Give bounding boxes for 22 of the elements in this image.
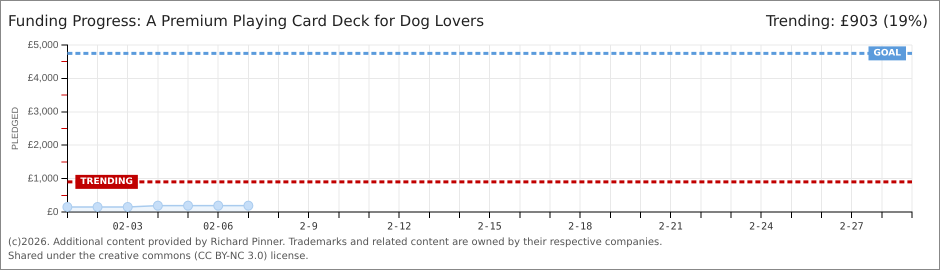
x-tick-label: 2-9 xyxy=(300,222,318,233)
ref-line-label: TRENDING xyxy=(80,177,133,188)
x-tick-label: 2-27 xyxy=(840,222,864,233)
y-tick-label: £3,000 xyxy=(28,106,59,118)
x-tick-label: 2-15 xyxy=(478,222,502,233)
text: (c)2026. Additional content provided by Richard Pinner. Trademarks and related content are owned by their respective companies. xyxy=(8,236,662,250)
x-tick-label: 2-24 xyxy=(749,222,774,233)
y-tick-label: £0 xyxy=(47,206,59,218)
chart-title: Funding Progress: A Premium Playing Card Deck for Dog Lovers xyxy=(8,12,484,30)
y-tick-label: £4,000 xyxy=(28,73,59,84)
x-tick-label: 02-03 xyxy=(112,222,143,233)
x-tick-label: 2-18 xyxy=(568,222,592,233)
x-tick-label: 2-12 xyxy=(387,222,412,233)
y-tick-label: £1,000 xyxy=(28,173,59,184)
x-tick-label: 02-06 xyxy=(203,222,234,233)
y-tick-label: £2,000 xyxy=(28,140,59,151)
x-tick-label: 2-21 xyxy=(658,222,683,233)
ref-line-label: GOAL xyxy=(874,48,902,59)
text: Shared under the creative commons (CC BY-NC 3.0) license. xyxy=(8,250,310,264)
chart-subtitle: Trending: £903 (19%) xyxy=(766,12,928,30)
y-tick-label: £5,000 xyxy=(28,40,59,51)
y-axis-title: PLEDGED xyxy=(10,106,20,150)
